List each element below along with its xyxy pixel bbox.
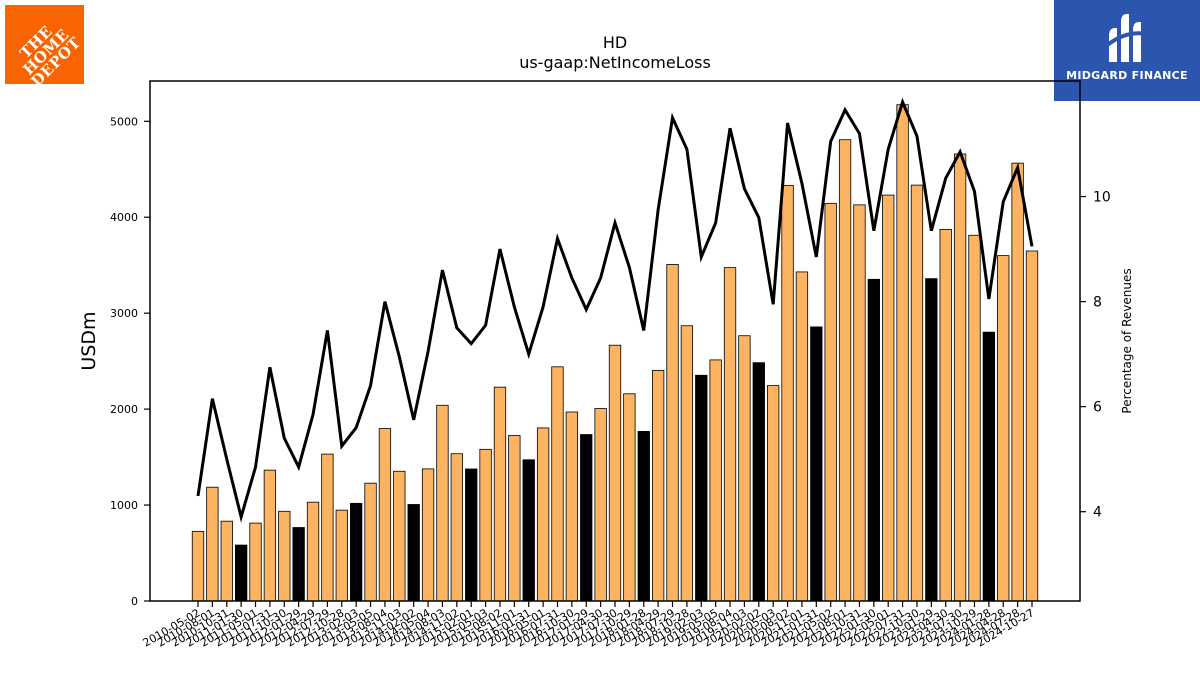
y-tick-label: 1000 — [110, 499, 138, 512]
bar — [867, 278, 880, 602]
bar — [306, 501, 320, 602]
bar — [608, 344, 622, 602]
midgard-finance-mark-icon — [1104, 14, 1147, 62]
bar — [781, 184, 794, 602]
right-axis: 4 6 8 10 — [1080, 190, 1111, 521]
bar — [450, 453, 463, 602]
bar — [651, 369, 665, 602]
x-axis: 2010-05-022010-08-012010-10-312011-01-30… — [141, 601, 1037, 650]
y-tick-label: 5000 — [110, 115, 138, 128]
bar — [220, 520, 233, 602]
bar — [953, 153, 967, 602]
bar — [249, 522, 262, 602]
y2-tick-label: 6 — [1093, 400, 1102, 416]
home-depot-logo: THE HOME DEPOT — [5, 5, 84, 84]
bar — [479, 448, 492, 602]
bar — [522, 459, 535, 602]
bar — [752, 362, 765, 602]
y-tick-label: 0 — [131, 595, 138, 608]
bar — [421, 468, 435, 602]
bar — [206, 486, 219, 602]
bar — [263, 469, 277, 602]
bar — [738, 335, 751, 602]
bar — [508, 435, 521, 602]
bar — [767, 385, 780, 602]
bar — [795, 271, 809, 602]
bar — [465, 468, 478, 602]
bar — [680, 325, 694, 602]
chart-subtitle: us-gaap:NetIncomeLoss — [519, 53, 711, 72]
bar — [436, 404, 449, 602]
bar — [393, 470, 406, 602]
y-tick-label: 2000 — [110, 403, 138, 416]
bar — [191, 530, 205, 602]
bar — [321, 453, 334, 602]
bar — [637, 430, 650, 602]
y2-tick-label: 4 — [1093, 505, 1102, 521]
bar — [824, 202, 837, 602]
bar — [925, 278, 938, 602]
y-axis-label: USDm — [78, 311, 100, 370]
bar — [853, 204, 866, 602]
bar — [335, 509, 348, 602]
bar — [810, 326, 823, 602]
bar — [536, 427, 550, 602]
bar — [997, 255, 1010, 602]
bar — [580, 434, 593, 602]
y2-tick-label: 10 — [1093, 190, 1111, 206]
bar — [350, 502, 363, 602]
bar — [407, 504, 420, 602]
y-tick-label: 3000 — [110, 307, 138, 320]
midgard-finance-wordmark: MIDGARD FINANCE — [1066, 69, 1188, 82]
left-axis: 0 1000 2000 3000 4000 5000 — [110, 115, 150, 608]
bar — [666, 264, 679, 602]
bar — [364, 482, 377, 602]
bar — [292, 527, 305, 602]
bar — [910, 184, 924, 602]
bar — [278, 510, 291, 602]
bar — [896, 104, 909, 602]
bar-series — [191, 104, 1039, 602]
bar — [234, 544, 248, 602]
bar — [695, 374, 708, 602]
bar — [709, 359, 722, 602]
bar — [1011, 162, 1024, 602]
bar — [623, 393, 636, 602]
bar — [565, 411, 579, 602]
y-tick-label: 4000 — [110, 211, 138, 224]
bar — [594, 408, 607, 602]
y2-axis-label: Percentage of Revenues — [1120, 268, 1134, 413]
bar — [378, 428, 392, 602]
midgard-finance-logo: MIDGARD FINANCE — [1054, 0, 1200, 101]
bar — [968, 234, 981, 602]
bar — [882, 194, 895, 602]
chart-title: HD — [603, 33, 627, 52]
bar — [982, 331, 996, 602]
percentage-line — [196, 97, 1034, 523]
bar — [551, 366, 564, 602]
bar — [939, 229, 952, 602]
bar — [1025, 250, 1039, 602]
bar — [493, 386, 507, 602]
bar — [723, 267, 737, 602]
bar — [838, 139, 852, 602]
y2-tick-label: 8 — [1093, 295, 1102, 311]
